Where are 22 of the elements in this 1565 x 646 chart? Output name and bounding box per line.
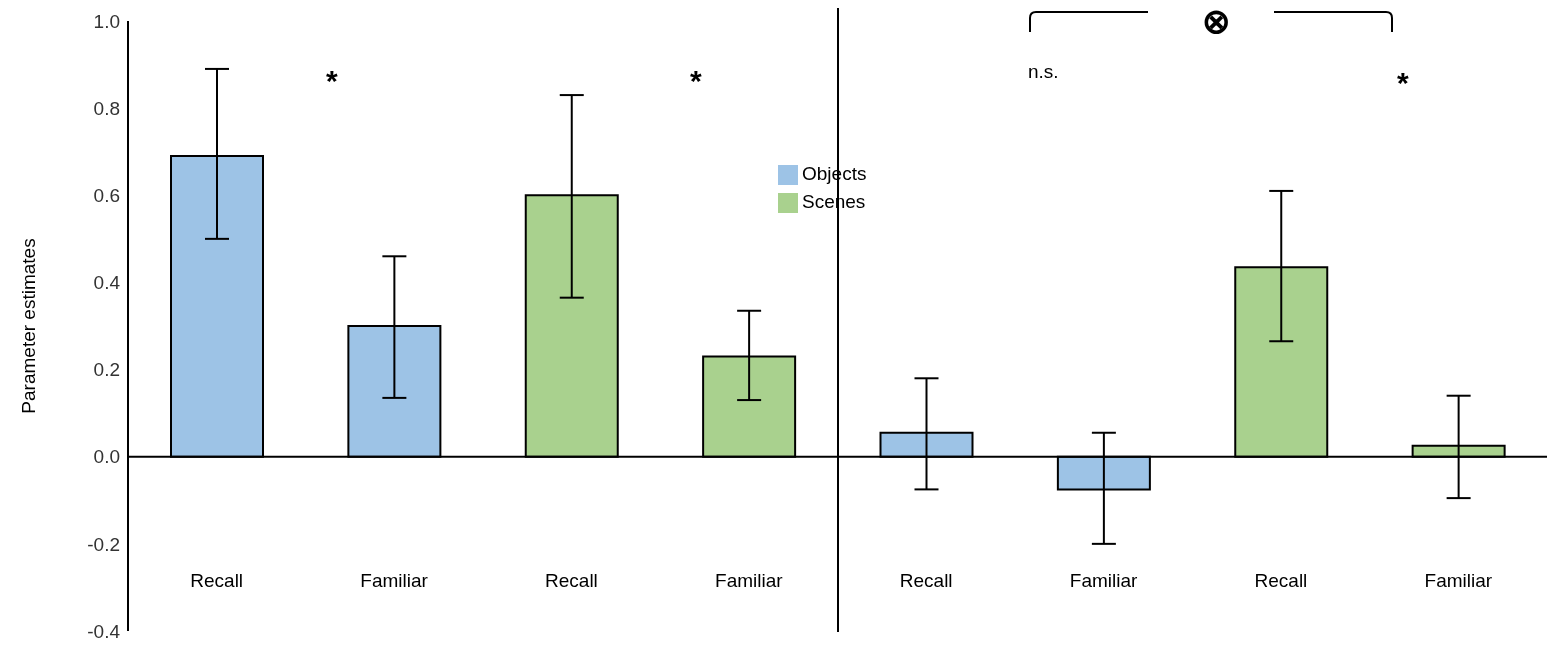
annotation: * [690,64,702,97]
y-tick-label: -0.2 [87,533,120,555]
x-tick-label: Recall [899,570,953,591]
annotation: ⊗ [1198,2,1234,40]
y-tick-label: 0.0 [93,446,120,468]
y-tick-label: 0.2 [93,359,120,381]
x-tick-label: Familiar [715,570,784,591]
y-tick-label: 0.6 [93,185,120,207]
x-tick-label: Familiar [1069,570,1139,591]
annotation: * [1397,66,1409,99]
annotation: * [326,64,338,97]
x-tick-label: Familiar [360,570,429,591]
x-tick-label: Recall [545,570,598,591]
y-tick-label: 0.4 [93,272,121,294]
y-tick-label: -0.4 [87,620,121,642]
y-tick-label: 1.0 [93,10,120,32]
x-tick-label: Familiar [1424,570,1493,591]
x-tick-label: Recall [1254,570,1308,591]
x-tick-label: Recall [190,570,244,591]
annotation: n.s. [1028,61,1059,82]
y-axis-title: Parameter estimates [17,238,39,414]
y-tick-label: 0.8 [93,97,120,119]
